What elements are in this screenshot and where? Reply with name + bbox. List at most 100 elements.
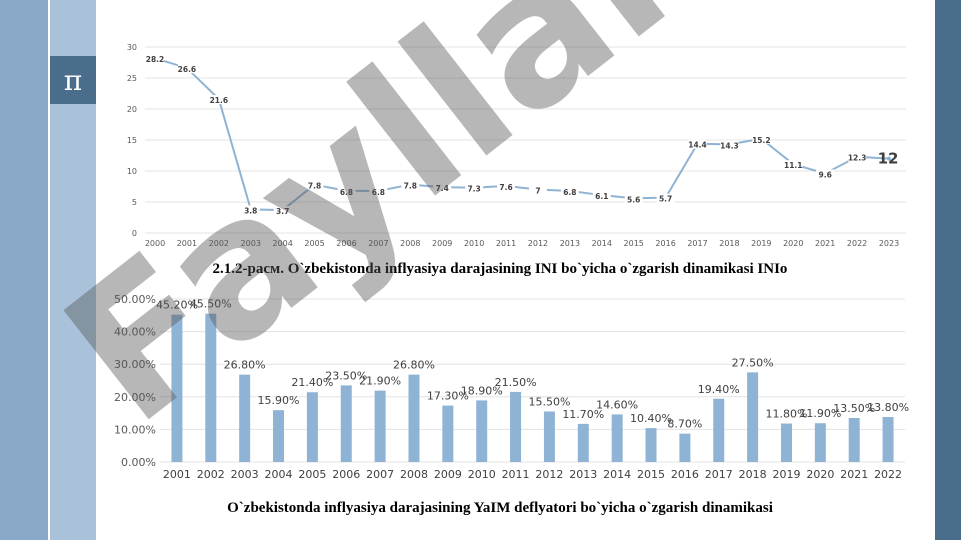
data-label: 5.6 xyxy=(627,195,640,204)
data-label: 14.60% xyxy=(596,398,638,411)
bar xyxy=(408,374,420,462)
bar xyxy=(577,423,589,462)
x-tick-label: 2014 xyxy=(592,239,612,248)
data-label-bg xyxy=(848,152,867,162)
bar xyxy=(273,410,285,462)
x-tick-label: 2008 xyxy=(400,239,420,248)
y-tick-label: 20 xyxy=(127,105,137,114)
x-tick-label: 2004 xyxy=(265,468,293,481)
data-label-bg xyxy=(784,160,803,170)
data-label: 13.50% xyxy=(833,402,875,415)
data-label: 3.8 xyxy=(244,206,257,215)
x-tick-label: 2010 xyxy=(468,468,496,481)
data-label: 3.7 xyxy=(276,207,289,216)
x-tick-label: 2012 xyxy=(535,468,563,481)
x-tick-label: 2013 xyxy=(569,468,597,481)
data-point xyxy=(887,156,891,161)
x-tick-label: 2016 xyxy=(671,468,699,481)
data-label: 5.7 xyxy=(659,195,672,204)
bar xyxy=(239,374,251,462)
pi-icon: π xyxy=(50,56,96,104)
x-tick-label: 2017 xyxy=(705,468,733,481)
x-tick-label: 2014 xyxy=(603,468,631,481)
data-label-bg xyxy=(624,194,643,204)
data-label: 6.8 xyxy=(340,188,353,197)
data-label: 26.80% xyxy=(393,359,435,372)
data-label: 7.6 xyxy=(499,183,512,192)
data-label-bg xyxy=(273,206,292,216)
data-label-bg xyxy=(688,139,707,149)
x-tick-label: 2016 xyxy=(655,239,675,248)
left-decor-bar xyxy=(0,0,48,540)
data-label: 28.2 xyxy=(146,55,165,64)
x-tick-label: 2001 xyxy=(177,239,197,248)
data-label-bg xyxy=(816,169,835,179)
bar xyxy=(780,423,792,462)
data-label: 11.1 xyxy=(784,161,803,170)
data-label: 14.4 xyxy=(688,141,707,150)
data-label: 23.50% xyxy=(325,369,367,382)
data-label-bg xyxy=(401,180,420,190)
bar xyxy=(713,398,725,462)
data-label: 21.40% xyxy=(291,376,333,389)
x-tick-label: 2004 xyxy=(272,239,292,248)
bar xyxy=(205,313,217,462)
bar xyxy=(510,391,522,462)
y-tick-label: 30.00% xyxy=(114,358,156,371)
bar xyxy=(611,414,623,462)
data-label: 6.8 xyxy=(372,188,385,197)
line-chart-ini: 0 5 10 15 20 25 30 2000 2001 2002 2003 2004 2005 2006… xyxy=(127,43,906,248)
x-tick-label: 2022 xyxy=(847,239,867,248)
y-tick-label: 10.00% xyxy=(114,423,156,436)
data-label: 21.50% xyxy=(495,376,537,389)
data-label-bg xyxy=(497,181,516,191)
x-tick-label: 2020 xyxy=(783,239,803,248)
data-label-bg xyxy=(720,140,739,150)
y-tick-label: 5 xyxy=(132,198,137,207)
data-label: 11.90% xyxy=(799,407,841,420)
x-tick-label: 2007 xyxy=(368,239,388,248)
bar xyxy=(476,400,488,462)
x-tick-label: 2007 xyxy=(366,468,394,481)
x-tick-label: 2006 xyxy=(332,468,360,481)
data-label-bg xyxy=(560,186,579,196)
x-tick-label: 2018 xyxy=(739,468,767,481)
data-label-bg xyxy=(465,183,484,193)
data-label: 26.80% xyxy=(224,359,266,372)
x-tick-label: 2015 xyxy=(637,468,665,481)
data-label: 15.90% xyxy=(258,394,300,407)
bar xyxy=(814,423,826,462)
bar xyxy=(340,385,352,462)
data-label: 11.70% xyxy=(562,408,604,421)
x-tick-label: 2019 xyxy=(772,468,800,481)
data-label: 17.30% xyxy=(427,390,469,403)
bar xyxy=(306,392,318,462)
data-label: 15.50% xyxy=(528,395,570,408)
y-tick-label: 30 xyxy=(127,43,137,52)
data-label: 6.8 xyxy=(563,188,576,197)
data-label: 7.8 xyxy=(404,182,417,191)
x-tick-label: 2005 xyxy=(298,468,326,481)
y-tick-label: 10 xyxy=(127,167,137,176)
x-tick-label: 2001 xyxy=(163,468,191,481)
y-tick-label: 25 xyxy=(127,74,137,83)
x-tick-label: 2000 xyxy=(145,239,165,248)
data-label: 21.90% xyxy=(359,375,401,388)
data-label-bg xyxy=(752,134,771,144)
data-label-bg xyxy=(528,185,547,195)
x-tick-label: 2009 xyxy=(434,468,462,481)
x-tick-label: 2017 xyxy=(687,239,707,248)
x-tick-label: 2023 xyxy=(879,239,899,248)
data-label: 21.6 xyxy=(210,96,229,105)
data-label-bg xyxy=(369,186,388,196)
bar xyxy=(442,405,454,462)
data-label: 19.40% xyxy=(698,383,740,396)
data-label-bg xyxy=(209,95,228,105)
x-tick-label: 2020 xyxy=(806,468,834,481)
data-label: 12.3 xyxy=(848,154,867,163)
x-tick-label: 2019 xyxy=(751,239,771,248)
x-tick-label: 2011 xyxy=(502,468,530,481)
data-label: 9.6 xyxy=(819,170,832,179)
right-decor-bar xyxy=(935,0,961,540)
data-label: 15.2 xyxy=(752,136,771,145)
